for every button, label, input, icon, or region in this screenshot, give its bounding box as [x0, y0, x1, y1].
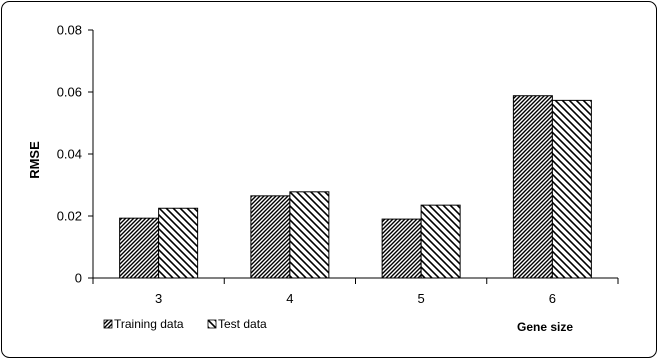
bar-test-data — [420, 204, 461, 279]
bar-test-data — [551, 99, 592, 279]
legend-label-training: Training data — [114, 317, 184, 331]
x-tick-label: 6 — [549, 291, 556, 306]
legend-swatch-training — [103, 319, 113, 329]
y-tick-label: 0.04 — [57, 147, 82, 162]
legend-label-test: Test data — [218, 317, 267, 331]
y-tick-label: 0.02 — [57, 209, 82, 224]
x-tick-label: 3 — [155, 291, 162, 306]
bars — [119, 95, 592, 279]
y-tick-label: 0 — [75, 271, 82, 286]
bar-test-data — [158, 207, 199, 279]
legend-swatch-test — [207, 319, 217, 329]
bar-training-data — [381, 218, 422, 279]
legend: Training data Test data — [103, 317, 267, 331]
y-axis-ticks: 0 0.02 0.04 0.06 0.08 — [57, 23, 93, 286]
bar-training-data — [119, 217, 160, 279]
y-axis-label: RMSE — [27, 141, 42, 179]
x-tick-label: 4 — [286, 291, 293, 306]
bar-training-data — [512, 95, 553, 279]
y-tick-label: 0.08 — [57, 23, 82, 38]
bar-test-data — [289, 191, 330, 279]
x-axis-ticks: 3 4 5 6 — [92, 278, 619, 306]
x-tick-label: 5 — [418, 291, 425, 306]
x-axis-label: Gene size — [517, 320, 573, 334]
bar-training-data — [250, 195, 291, 279]
y-tick-label: 0.06 — [57, 85, 82, 100]
